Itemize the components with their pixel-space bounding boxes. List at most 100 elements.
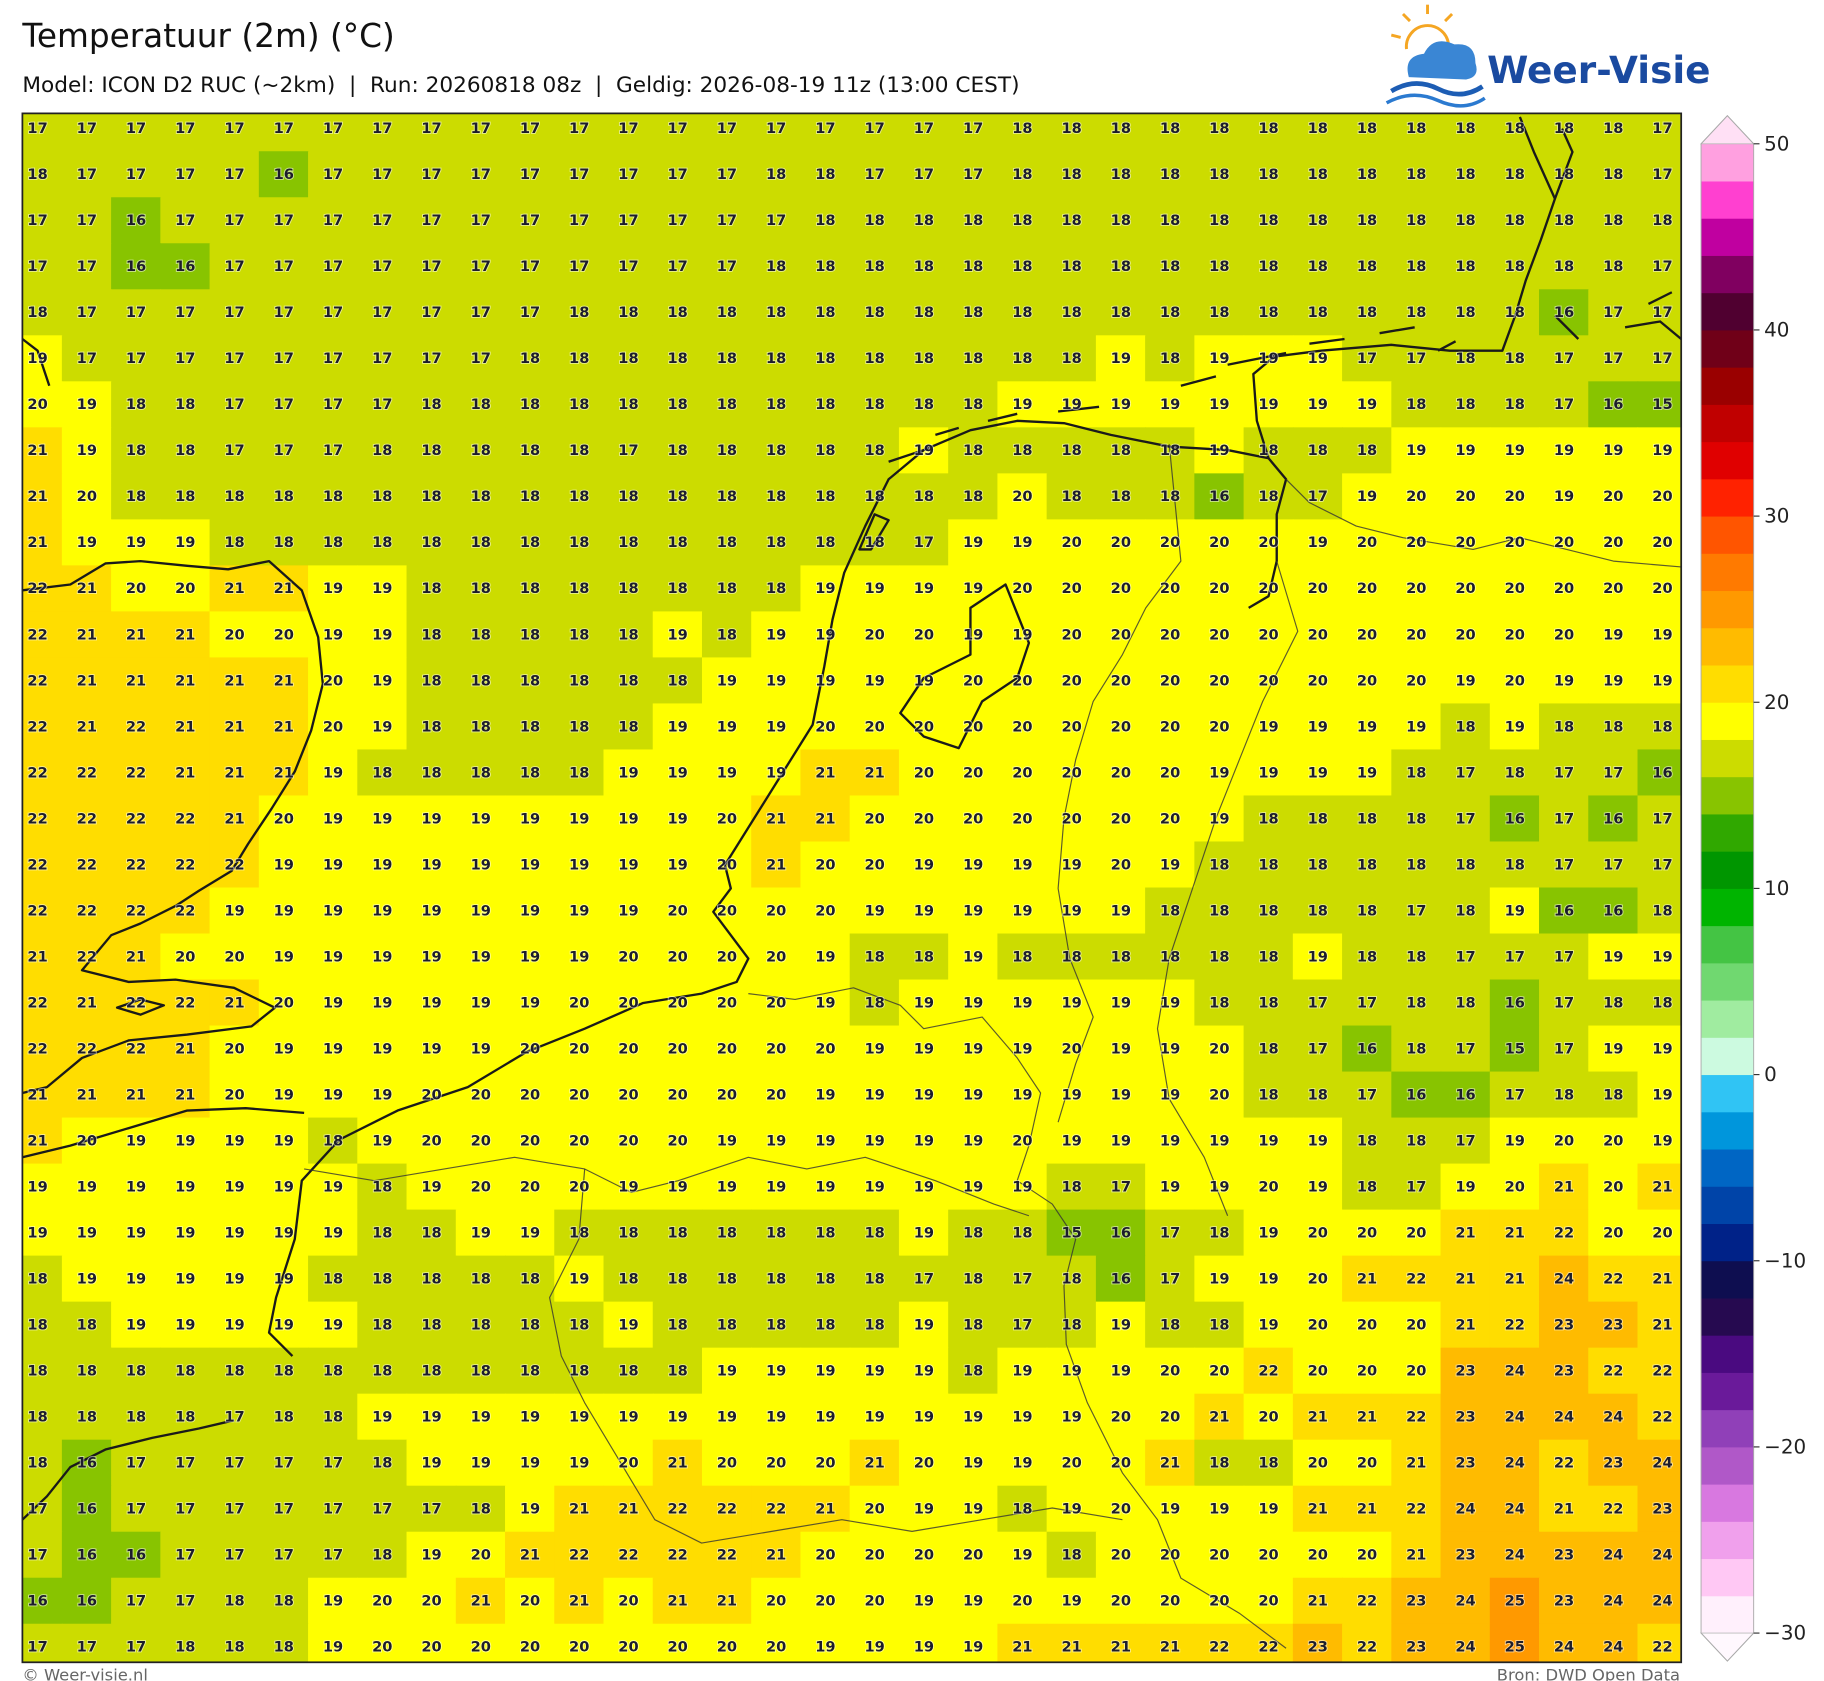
temperature-label: 18 <box>914 948 934 965</box>
temperature-cell <box>258 519 309 567</box>
temperature-cell <box>209 473 260 521</box>
temperature-label: 20 <box>77 488 97 505</box>
temperature-label: 18 <box>27 1455 47 1472</box>
temperature-label: 22 <box>27 856 47 873</box>
temperature-cell <box>1292 887 1343 935</box>
temperature-cell <box>1145 473 1196 521</box>
temperature-cell <box>1046 933 1097 981</box>
temperature-cell <box>1194 1301 1245 1349</box>
temperature-label: 19 <box>914 856 934 873</box>
temperature-label: 19 <box>224 1316 244 1333</box>
temperature-cell <box>898 1531 949 1579</box>
temperature-label: 18 <box>1258 948 1278 965</box>
temperature-label: 18 <box>963 350 983 367</box>
temperature-label: 19 <box>1652 948 1672 965</box>
temperature-cell <box>111 795 162 843</box>
temperature-cell <box>701 1163 752 1211</box>
temperature-label: 19 <box>1160 1040 1180 1057</box>
temperature-cell <box>751 113 802 152</box>
temperature-label: 18 <box>372 1547 392 1564</box>
temperature-cell <box>1489 1025 1540 1073</box>
temperature-label: 17 <box>1357 994 1377 1011</box>
temperature-cell <box>1342 1393 1393 1441</box>
temperature-label: 19 <box>1258 1224 1278 1241</box>
temperature-label: 19 <box>864 1040 884 1057</box>
temperature-label: 18 <box>520 1316 540 1333</box>
temperature-label: 19 <box>864 902 884 919</box>
temperature-label: 20 <box>815 1547 835 1564</box>
temperature-label: 19 <box>520 1409 540 1426</box>
temperature-label: 17 <box>1652 856 1672 873</box>
temperature-label: 19 <box>1258 1270 1278 1287</box>
temperature-label: 19 <box>717 718 737 735</box>
temperature-cell <box>1194 1393 1245 1441</box>
temperature-cell <box>997 749 1048 797</box>
temperature-cell <box>455 519 506 567</box>
temperature-label: 25 <box>1505 1593 1525 1610</box>
temperature-cell <box>849 841 900 889</box>
temperature-label: 20 <box>1160 1547 1180 1564</box>
temperature-cell <box>1489 1301 1540 1349</box>
temperature-cell <box>603 1209 654 1257</box>
temperature-cell <box>1194 1623 1245 1663</box>
temperature-label: 18 <box>717 1316 737 1333</box>
colorbar-band <box>1701 1335 1754 1373</box>
temperature-cell <box>554 151 605 198</box>
temperature-label: 20 <box>1258 580 1278 597</box>
temperature-label: 17 <box>77 304 97 321</box>
temperature-cell <box>455 1393 506 1441</box>
temperature-label: 18 <box>471 488 491 505</box>
temperature-label: 19 <box>914 1040 934 1057</box>
temperature-cell <box>849 1025 900 1073</box>
temperature-cell <box>111 519 162 567</box>
temperature-label: 18 <box>1160 948 1180 965</box>
temperature-cell <box>652 1347 703 1395</box>
temperature-label: 19 <box>1308 350 1328 367</box>
temperature-label: 17 <box>1455 764 1475 781</box>
temperature-label: 18 <box>274 1363 294 1380</box>
temperature-label: 17 <box>471 304 491 321</box>
temperature-label: 18 <box>471 1363 491 1380</box>
temperature-cell <box>898 565 949 613</box>
temperature-cell <box>1243 611 1294 659</box>
temperature-label: 19 <box>1357 718 1377 735</box>
temperature-label: 18 <box>1455 212 1475 229</box>
temperature-cell <box>554 1025 605 1073</box>
temperature-label: 18 <box>914 350 934 367</box>
temperature-cell <box>308 381 359 429</box>
temperature-cell <box>1391 1255 1442 1303</box>
temperature-cell <box>1588 473 1639 521</box>
temperature-label: 18 <box>1061 304 1081 321</box>
temperature-cell <box>1637 519 1682 567</box>
temperature-cell <box>849 427 900 475</box>
temperature-label: 18 <box>1455 396 1475 413</box>
temperature-label: 19 <box>1505 442 1525 459</box>
temperature-cell <box>455 1025 506 1073</box>
temperature-label: 19 <box>864 1363 884 1380</box>
temperature-cell <box>1539 1209 1589 1257</box>
temperature-cell <box>1046 1163 1097 1211</box>
temperature-cell <box>1243 979 1294 1027</box>
temperature-label: 17 <box>471 212 491 229</box>
temperature-label: 20 <box>1357 1363 1377 1380</box>
temperature-cell <box>1046 335 1097 383</box>
temperature-label: 19 <box>1061 1132 1081 1149</box>
temperature-label: 19 <box>1652 1086 1672 1103</box>
temperature-label: 20 <box>815 902 835 919</box>
temperature-label: 18 <box>520 1363 540 1380</box>
temperature-cell <box>997 795 1048 843</box>
temperature-label: 19 <box>323 764 343 781</box>
temperature-label: 23 <box>1406 1593 1426 1610</box>
temperature-label: 23 <box>1455 1409 1475 1426</box>
temperature-cell <box>997 243 1048 290</box>
temperature-cell <box>1539 1439 1589 1487</box>
temperature-label: 17 <box>914 1270 934 1287</box>
temperature-label: 19 <box>766 764 786 781</box>
temperature-cell <box>61 1209 112 1257</box>
temperature-label: 20 <box>914 810 934 827</box>
temperature-label: 19 <box>1505 902 1525 919</box>
temperature-label: 20 <box>274 810 294 827</box>
coastline <box>22 338 51 387</box>
temperature-cell <box>111 243 162 290</box>
temperature-label: 20 <box>717 1639 737 1656</box>
